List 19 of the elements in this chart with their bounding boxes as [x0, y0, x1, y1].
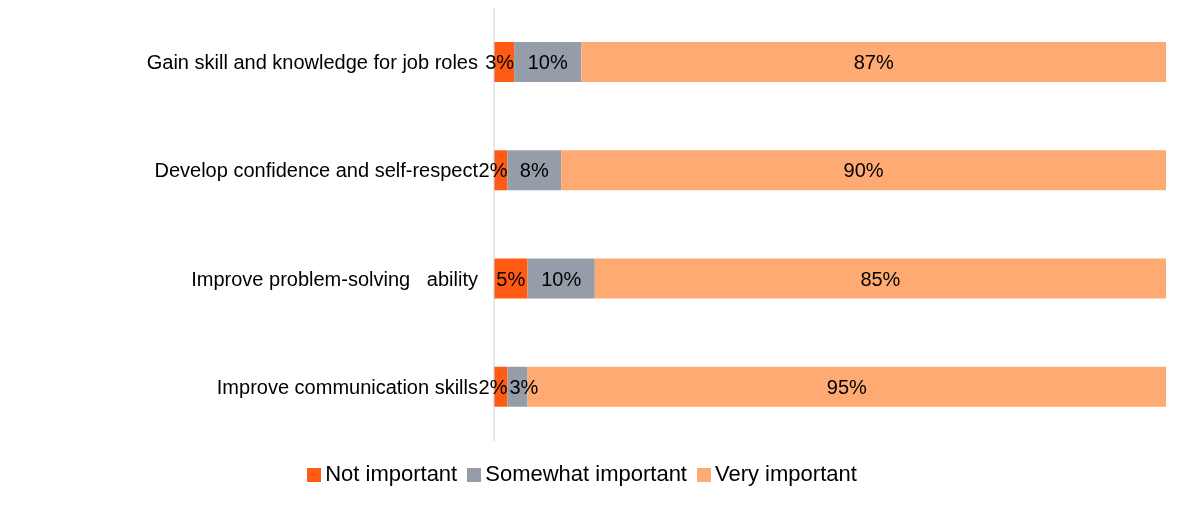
bar [581, 42, 1166, 82]
bar [507, 150, 562, 191]
data-label: 90% [843, 159, 884, 182]
data-label: 8% [519, 159, 549, 182]
data-label: 10% [527, 51, 568, 73]
bar [561, 150, 1166, 191]
data-label: 95% [826, 375, 868, 398]
y-tick-label: Improve communication skills [216, 375, 478, 398]
y-tick-label: Gain skill and knowledge for job roles [146, 51, 478, 74]
data-label: 87% [853, 51, 894, 73]
data-label: 5% [496, 267, 526, 290]
data-label: 85% [860, 267, 901, 290]
y-tick-label: Develop confidence and self-respect [154, 159, 479, 182]
bar [594, 258, 1166, 299]
legend-label: Somewhat important [485, 461, 687, 486]
y-tick-label: Improve problem-solving ability [191, 267, 478, 290]
data-label: 10% [541, 267, 582, 290]
legend-label: Not important [325, 461, 458, 486]
legend-label: Very important [714, 461, 857, 486]
